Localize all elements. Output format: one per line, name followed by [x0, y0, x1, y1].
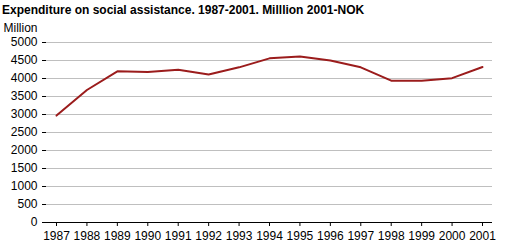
- svg-text:1991: 1991: [165, 229, 192, 243]
- svg-text:1987: 1987: [43, 229, 70, 243]
- svg-text:1992: 1992: [195, 229, 222, 243]
- svg-text:1988: 1988: [74, 229, 101, 243]
- svg-text:4500: 4500: [11, 53, 38, 67]
- svg-text:1994: 1994: [256, 229, 283, 243]
- svg-text:1997: 1997: [347, 229, 374, 243]
- svg-text:1500: 1500: [11, 161, 38, 175]
- svg-text:1995: 1995: [287, 229, 314, 243]
- svg-text:Million: Million: [4, 21, 38, 35]
- svg-text:2001: 2001: [469, 229, 496, 243]
- svg-text:4000: 4000: [11, 71, 38, 85]
- svg-text:1990: 1990: [134, 229, 161, 243]
- svg-text:1998: 1998: [378, 229, 405, 243]
- svg-text:1993: 1993: [226, 229, 253, 243]
- svg-text:2000: 2000: [439, 229, 466, 243]
- svg-text:1989: 1989: [104, 229, 131, 243]
- svg-text:0: 0: [31, 215, 38, 229]
- svg-text:2000: 2000: [11, 143, 38, 157]
- svg-text:1996: 1996: [317, 229, 344, 243]
- svg-text:2500: 2500: [11, 125, 38, 139]
- svg-text:5000: 5000: [11, 35, 38, 49]
- svg-text:1999: 1999: [408, 229, 435, 243]
- svg-text:500: 500: [17, 197, 37, 211]
- html-text:Expenditure on social assistan: Expenditure on social assistance. 1987-2…: [2, 3, 365, 17]
- svg-text:1000: 1000: [11, 179, 38, 193]
- svg-text:3000: 3000: [11, 107, 38, 121]
- svg-text:3500: 3500: [11, 89, 38, 103]
